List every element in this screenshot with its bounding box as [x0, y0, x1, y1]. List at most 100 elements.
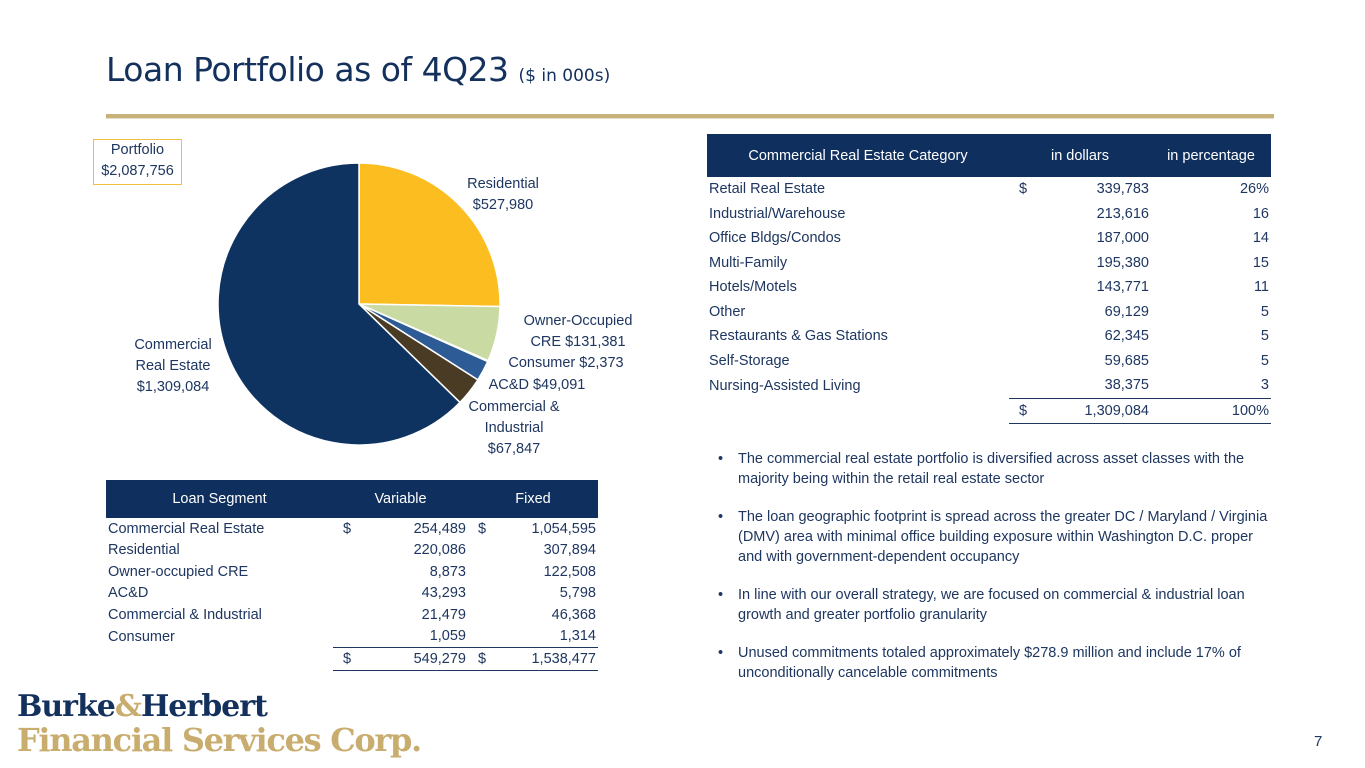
variable-amount: 1,059: [333, 626, 468, 648]
table-row: Residential 220,086 307,894: [106, 540, 598, 562]
cre-percentage: 5: [1260, 352, 1269, 369]
cre-dollars: 62,345: [1009, 324, 1151, 349]
key-points-list: The commercial real estate portfolio is …: [716, 449, 1276, 701]
cre-percentage-total: 100%: [1151, 397, 1271, 424]
fixed-amount-value: 307,894: [543, 542, 596, 559]
variable-total-value: 549,279: [413, 650, 466, 667]
pie-label-line: Owner-Occupied: [524, 313, 633, 329]
cre-dollars: 187,000: [1009, 226, 1151, 251]
cre-dollars-total-value: 1,309,084: [1084, 402, 1149, 419]
segment-name: AC&D: [108, 585, 149, 602]
cre-dollars-total: $1,309,084: [1009, 397, 1151, 424]
pie-label-consumer: Consumer $2,373: [508, 355, 623, 371]
table-row: Owner-occupied CRE 8,873 122,508: [106, 561, 598, 583]
loan-portfolio-pie-chart: Residential $527,980 Owner-Occupied CRE $13…: [134, 162, 633, 457]
table-row: Other 69,129 5: [707, 300, 1271, 325]
cre-percentage: 11: [1253, 279, 1269, 296]
bullet-item: Unused commitments totaled approximately…: [716, 643, 1276, 683]
col-header-category: Commercial Real Estate Category: [707, 134, 1009, 177]
pie-label-line: Industrial: [485, 420, 544, 436]
segment-name: Residential: [108, 542, 180, 559]
variable-amount: $254,489: [333, 518, 468, 540]
cre-category: Nursing-Assisted Living: [709, 377, 861, 394]
bullet-item: The commercial real estate portfolio is …: [716, 449, 1276, 489]
title-main: Loan Portfolio as of 4Q23: [106, 50, 509, 89]
logo-word-burke: Burke: [17, 689, 116, 724]
segment-name: Commercial Real Estate: [108, 520, 265, 537]
pie-label-line: Consumer $2,373: [508, 355, 623, 371]
fixed-amount: 122,508: [468, 561, 598, 583]
table-total-row: $549,279 $1,538,477: [106, 647, 598, 671]
total-blank: [707, 398, 1009, 424]
currency-symbol: $: [343, 650, 352, 667]
variable-amount: 43,293: [333, 583, 468, 605]
title-subtitle: ($ in 000s): [518, 66, 611, 86]
col-header-variable: Variable: [333, 480, 468, 518]
table-row: Nursing-Assisted Living 38,375 3: [707, 373, 1271, 398]
cre-category: Multi-Family: [709, 254, 788, 271]
fixed-amount-value: 1,314: [559, 628, 596, 645]
company-logo-line2: Financial Services Corp.: [17, 721, 422, 759]
cre-percentage: 14: [1252, 230, 1269, 247]
table-row: Industrial/Warehouse 213,616 16: [707, 202, 1271, 227]
cre-dollars: 69,129: [1009, 300, 1151, 325]
variable-amount-value: 220,086: [413, 542, 466, 559]
col-header-segment: Loan Segment: [106, 480, 333, 518]
cre-percentage: 3: [1260, 377, 1269, 394]
fixed-amount-value: 122,508: [543, 563, 596, 580]
table-row: Retail Real Estate $339,783 26%: [707, 177, 1271, 202]
portfolio-value: $2,087,756: [101, 163, 174, 179]
variable-amount-value: 43,293: [421, 585, 466, 602]
fixed-amount: 307,894: [468, 540, 598, 562]
fixed-total-value: 1,538,477: [531, 650, 596, 667]
variable-amount-value: 254,489: [413, 520, 466, 537]
table-row: Hotels/Motels 143,771 11: [707, 275, 1271, 300]
fixed-amount: 5,798: [468, 583, 598, 605]
cre-dollars: 143,771: [1009, 275, 1151, 300]
company-logo-line1: Burke&Herbert: [17, 689, 268, 724]
fixed-total: $1,538,477: [468, 647, 598, 671]
cre-dollars: $339,783: [1009, 177, 1151, 202]
total-blank: [106, 648, 333, 671]
pie-slice-residential: [358, 162, 501, 308]
portfolio-label: Portfolio: [110, 142, 165, 158]
cre-category: Self-Storage: [709, 352, 790, 369]
cre-category: Industrial/Warehouse: [709, 205, 846, 222]
cre-percentage: 16: [1252, 205, 1269, 222]
segment-name: Consumer: [108, 628, 175, 645]
variable-amount-value: 21,479: [421, 606, 466, 623]
variable-total: $549,279: [333, 647, 468, 671]
portfolio-total-box: Portfolio $2,087,756: [93, 139, 182, 185]
cre-category: Restaurants & Gas Stations: [709, 328, 888, 345]
pie-label-commercial-real-estate: Commercial Real Estate $1,309,084: [134, 337, 211, 395]
fixed-amount-value: 1,054,595: [531, 520, 596, 537]
table-row: Commercial Real Estate $254,489 $1,054,595: [106, 518, 598, 540]
fixed-amount: $1,054,595: [468, 518, 598, 540]
variable-amount: 21,479: [333, 604, 468, 626]
fixed-amount-value: 46,368: [551, 606, 596, 623]
table-header-row: Commercial Real Estate Category in dolla…: [707, 134, 1271, 177]
cre-category-table: Commercial Real Estate Category in dolla…: [707, 134, 1271, 424]
table-row: Multi-Family 195,380 15: [707, 251, 1271, 276]
variable-amount-value: 8,873: [429, 563, 466, 580]
segment-name: Commercial & Industrial: [108, 606, 262, 623]
title-divider: [106, 114, 1274, 118]
table-row: Commercial & Industrial 21,479 46,368: [106, 604, 598, 626]
cre-dollars-value: 62,345: [1104, 328, 1149, 345]
pie-label-line: Commercial: [134, 337, 211, 353]
bullet-item: In line with our overall strategy, we ar…: [716, 585, 1276, 625]
cre-percentage: 15: [1252, 254, 1269, 271]
cre-category: Office Bldgs/Condos: [709, 230, 841, 247]
fixed-amount: 1,314: [468, 626, 598, 648]
cre-dollars-value: 187,000: [1096, 230, 1149, 247]
cre-dollars-value: 213,616: [1096, 205, 1149, 222]
currency-symbol: $: [343, 520, 352, 537]
cre-category: Hotels/Motels: [709, 279, 797, 296]
col-header-fixed: Fixed: [468, 480, 598, 518]
pie-label-residential: Residential $527,980: [467, 176, 539, 213]
cre-percentage: 5: [1260, 303, 1269, 320]
col-header-percentage: in percentage: [1151, 134, 1271, 177]
variable-amount-value: 1,059: [429, 628, 466, 645]
cre-dollars-value: 339,783: [1096, 181, 1149, 198]
cre-dollars-value: 59,685: [1104, 352, 1149, 369]
